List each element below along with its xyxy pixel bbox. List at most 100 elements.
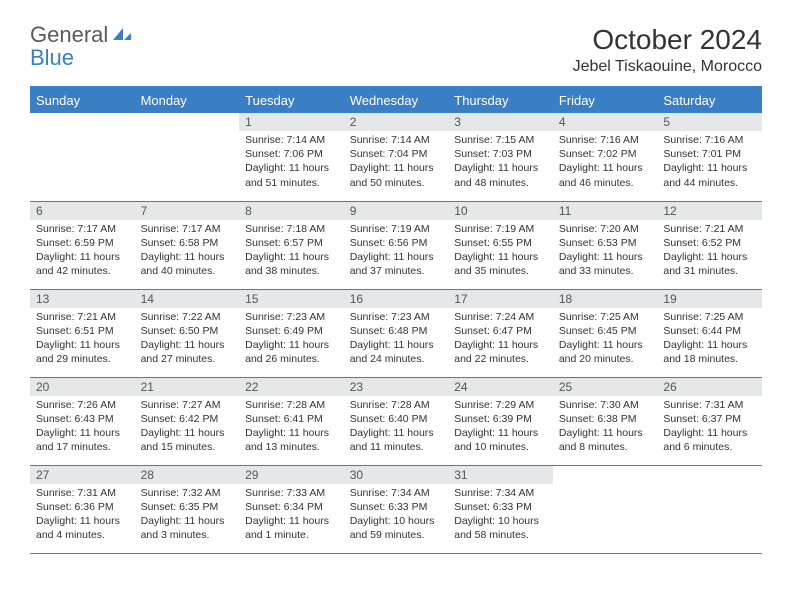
sunrise-line: Sunrise: 7:27 AM xyxy=(141,398,234,412)
daylight-line: Daylight: 11 hours and 18 minutes. xyxy=(663,338,756,366)
logo: General Blue xyxy=(30,24,133,70)
calendar-cell: 4Sunrise: 7:16 AMSunset: 7:02 PMDaylight… xyxy=(553,113,658,201)
day-header: Thursday xyxy=(448,87,553,113)
daylight-line: Daylight: 11 hours and 10 minutes. xyxy=(454,426,547,454)
sunset-line: Sunset: 6:45 PM xyxy=(559,324,652,338)
day-details: Sunrise: 7:19 AMSunset: 6:56 PMDaylight:… xyxy=(344,220,449,283)
daylight-line: Daylight: 11 hours and 22 minutes. xyxy=(454,338,547,366)
day-number: 5 xyxy=(657,113,762,131)
sunset-line: Sunset: 6:33 PM xyxy=(350,500,443,514)
day-header-row: Sunday Monday Tuesday Wednesday Thursday… xyxy=(30,87,762,113)
day-details: Sunrise: 7:19 AMSunset: 6:55 PMDaylight:… xyxy=(448,220,553,283)
daylight-line: Daylight: 11 hours and 31 minutes. xyxy=(663,250,756,278)
daylight-line: Daylight: 11 hours and 26 minutes. xyxy=(245,338,338,366)
daylight-line: Daylight: 11 hours and 20 minutes. xyxy=(559,338,652,366)
calendar-cell xyxy=(553,465,658,553)
calendar-cell: 28Sunrise: 7:32 AMSunset: 6:35 PMDayligh… xyxy=(135,465,240,553)
day-details: Sunrise: 7:30 AMSunset: 6:38 PMDaylight:… xyxy=(553,396,658,459)
sunrise-line: Sunrise: 7:14 AM xyxy=(245,133,338,147)
sunrise-line: Sunrise: 7:15 AM xyxy=(454,133,547,147)
daylight-line: Daylight: 11 hours and 38 minutes. xyxy=(245,250,338,278)
header: General Blue October 2024 Jebel Tiskaoui… xyxy=(30,24,762,76)
sunrise-line: Sunrise: 7:28 AM xyxy=(245,398,338,412)
day-number: 4 xyxy=(553,113,658,131)
sunrise-line: Sunrise: 7:25 AM xyxy=(663,310,756,324)
calendar-page: General Blue October 2024 Jebel Tiskaoui… xyxy=(0,0,792,564)
sunset-line: Sunset: 6:43 PM xyxy=(36,412,129,426)
sunrise-line: Sunrise: 7:23 AM xyxy=(245,310,338,324)
calendar-grid: Sunday Monday Tuesday Wednesday Thursday… xyxy=(30,86,762,554)
day-number: 8 xyxy=(239,202,344,220)
day-details: Sunrise: 7:20 AMSunset: 6:53 PMDaylight:… xyxy=(553,220,658,283)
calendar-row: 13Sunrise: 7:21 AMSunset: 6:51 PMDayligh… xyxy=(30,289,762,377)
sunset-line: Sunset: 6:38 PM xyxy=(559,412,652,426)
calendar-cell: 16Sunrise: 7:23 AMSunset: 6:48 PMDayligh… xyxy=(344,289,449,377)
sunrise-line: Sunrise: 7:30 AM xyxy=(559,398,652,412)
page-title: October 2024 xyxy=(573,24,762,56)
daylight-line: Daylight: 11 hours and 8 minutes. xyxy=(559,426,652,454)
sunrise-line: Sunrise: 7:18 AM xyxy=(245,222,338,236)
day-number: 10 xyxy=(448,202,553,220)
calendar-row: 20 Sunrise: 7:26 AMSunset: 6:43 PM Dayligh… xyxy=(30,377,762,465)
sunset-line: Sunset: 6:35 PM xyxy=(141,500,234,514)
sunset-line: Sunset: 6:39 PM xyxy=(454,412,547,426)
daylight-line: Daylight: 11 hours and 1 minute. xyxy=(245,514,338,542)
sunrise-line: Sunrise: 7:21 AM xyxy=(36,310,129,324)
sail-icon xyxy=(111,26,133,47)
day-number: 27 xyxy=(30,466,135,484)
day-number: 17 xyxy=(448,290,553,308)
sunset-line: Sunset: 6:36 PM xyxy=(36,500,129,514)
calendar-cell: 5Sunrise: 7:16 AMSunset: 7:01 PMDaylight… xyxy=(657,113,762,201)
sunset-line: Sunset: 7:02 PM xyxy=(559,147,652,161)
day-number: 30 xyxy=(344,466,449,484)
daylight-line: Daylight: 11 hours and 46 minutes. xyxy=(559,161,652,189)
day-details: Sunrise: 7:28 AMSunset: 6:40 PMDaylight:… xyxy=(344,396,449,459)
day-number: 23 xyxy=(344,378,449,396)
daylight-line: Daylight: 11 hours and 42 minutes. xyxy=(36,250,129,278)
calendar-cell: 25Sunrise: 7:30 AMSunset: 6:38 PMDayligh… xyxy=(553,377,658,465)
sunset-line: Sunset: 6:49 PM xyxy=(245,324,338,338)
calendar-row: 6Sunrise: 7:17 AMSunset: 6:59 PMDaylight… xyxy=(30,201,762,289)
day-details: Sunrise: 7:21 AMSunset: 6:51 PMDaylight:… xyxy=(30,308,135,371)
calendar-cell: 18Sunrise: 7:25 AMSunset: 6:45 PMDayligh… xyxy=(553,289,658,377)
day-number: 28 xyxy=(135,466,240,484)
calendar-cell: 11Sunrise: 7:20 AMSunset: 6:53 PMDayligh… xyxy=(553,201,658,289)
day-details: Sunrise: 7:34 AMSunset: 6:33 PMDaylight:… xyxy=(344,484,449,547)
sunset-line: Sunset: 6:51 PM xyxy=(36,324,129,338)
sunrise-line: Sunrise: 7:24 AM xyxy=(454,310,547,324)
sunset-line: Sunset: 6:55 PM xyxy=(454,236,547,250)
sunset-line: Sunset: 7:03 PM xyxy=(454,147,547,161)
day-details: Sunrise: 7:22 AMSunset: 6:50 PMDaylight:… xyxy=(135,308,240,371)
day-number: 26 xyxy=(657,378,762,396)
sunrise-line: Sunrise: 7:26 AM xyxy=(36,398,129,412)
day-number: 16 xyxy=(344,290,449,308)
daylight-line: Daylight: 11 hours and 51 minutes. xyxy=(245,161,338,189)
day-number: 22 xyxy=(239,378,344,396)
calendar-cell xyxy=(135,113,240,201)
day-number: 13 xyxy=(30,290,135,308)
day-number: 18 xyxy=(553,290,658,308)
sunrise-line: Sunrise: 7:20 AM xyxy=(559,222,652,236)
day-details: Sunrise: 7:32 AMSunset: 6:35 PMDaylight:… xyxy=(135,484,240,547)
day-header: Sunday xyxy=(30,87,135,113)
calendar-cell: 1Sunrise: 7:14 AMSunset: 7:06 PMDaylight… xyxy=(239,113,344,201)
day-number: 31 xyxy=(448,466,553,484)
daylight-line: Daylight: 11 hours and 50 minutes. xyxy=(350,161,443,189)
daylight-line: Daylight: 11 hours and 37 minutes. xyxy=(350,250,443,278)
calendar-cell: 3Sunrise: 7:15 AMSunset: 7:03 PMDaylight… xyxy=(448,113,553,201)
sunrise-line: Sunrise: 7:32 AM xyxy=(141,486,234,500)
calendar-cell: 15Sunrise: 7:23 AMSunset: 6:49 PMDayligh… xyxy=(239,289,344,377)
day-number: 20 xyxy=(30,378,135,396)
sunset-line: Sunset: 6:37 PM xyxy=(663,412,756,426)
day-number: 1 xyxy=(239,113,344,131)
sunrise-line: Sunrise: 7:17 AM xyxy=(141,222,234,236)
sunset-line: Sunset: 6:41 PM xyxy=(245,412,338,426)
day-number: 29 xyxy=(239,466,344,484)
calendar-cell: 9Sunrise: 7:19 AMSunset: 6:56 PMDaylight… xyxy=(344,201,449,289)
day-header: Tuesday xyxy=(239,87,344,113)
day-header: Saturday xyxy=(657,87,762,113)
calendar-cell: 19Sunrise: 7:25 AMSunset: 6:44 PMDayligh… xyxy=(657,289,762,377)
day-number: 12 xyxy=(657,202,762,220)
daylight-line: Daylight: 10 hours and 59 minutes. xyxy=(350,514,443,542)
day-details: Sunrise: 7:17 AMSunset: 6:58 PMDaylight:… xyxy=(135,220,240,283)
